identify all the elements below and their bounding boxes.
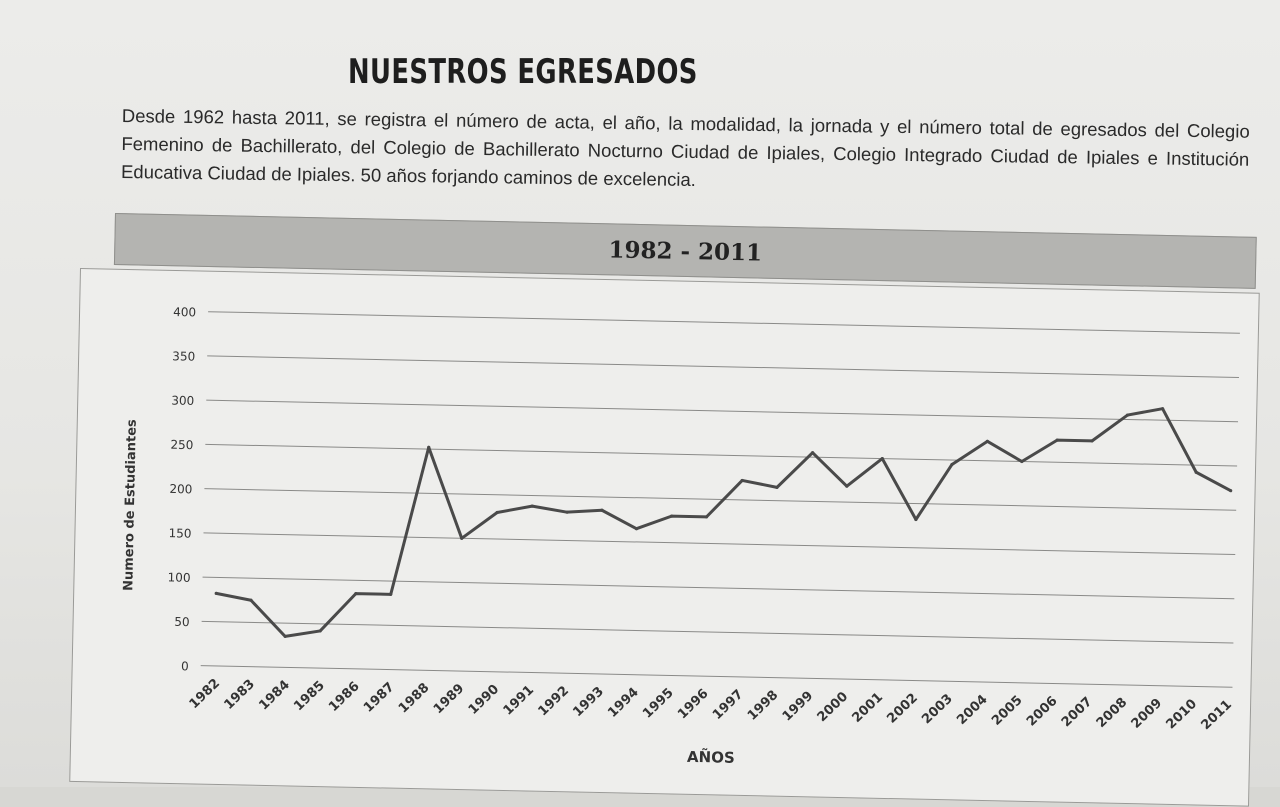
- data-point: [1020, 459, 1024, 464]
- data-point: [985, 439, 989, 443]
- y-tick-label: 50: [174, 615, 190, 629]
- data-point: [810, 451, 815, 455]
- x-axis-label: AÑOS: [687, 747, 735, 767]
- gridline: [206, 399, 1239, 423]
- gridline: [202, 576, 1235, 600]
- x-tick-label: 1992: [536, 683, 573, 719]
- gridline: [203, 532, 1236, 556]
- data-point: [1160, 407, 1165, 411]
- gridline: [207, 355, 1239, 379]
- y-tick-label: 300: [171, 393, 194, 407]
- x-tick-label: 2008: [1094, 695, 1131, 731]
- gridline: [208, 311, 1240, 334]
- x-tick-label: 1986: [326, 679, 363, 715]
- gridline: [200, 665, 1233, 688]
- x-tick-label: 1988: [396, 680, 433, 716]
- page-title: NUESTROS EGRESADOS: [347, 52, 698, 92]
- data-point: [495, 510, 499, 515]
- x-tick-label: 2010: [1164, 697, 1201, 733]
- x-tick-label: 1994: [605, 685, 642, 721]
- x-tick-label: 2004: [954, 692, 991, 728]
- data-point: [283, 634, 287, 639]
- gridline: [201, 620, 1234, 644]
- data-point: [427, 445, 431, 449]
- x-tick-label: 2001: [850, 690, 887, 726]
- x-tick-label: 2007: [1059, 694, 1096, 730]
- data-point: [704, 515, 709, 519]
- data-point: [214, 591, 218, 595]
- x-tick-label: 1990: [466, 682, 503, 718]
- x-tick-label: 1997: [710, 687, 747, 723]
- chart-frame: 0 50 100 150 200 250 300 350 400 1982 1983 1984 1985…: [69, 268, 1260, 807]
- x-tick-label: 1991: [501, 683, 538, 719]
- data-point: [389, 592, 393, 596]
- x-tick-label: 1993: [570, 684, 607, 720]
- data-point: [565, 510, 569, 514]
- x-tick-label: 2009: [1129, 696, 1166, 732]
- data-point: [845, 484, 849, 488]
- data-point: [670, 514, 674, 518]
- gridline: [205, 443, 1238, 467]
- x-tick-label: 1996: [675, 686, 712, 722]
- data-point: [1229, 489, 1233, 493]
- x-tick-label: 2006: [1024, 694, 1061, 730]
- data-point: [950, 462, 954, 467]
- y-axis-label: Numero de Estudiantes: [121, 419, 140, 591]
- x-tick-label: 1989: [431, 681, 468, 717]
- data-point: [460, 536, 464, 540]
- data-point: [249, 598, 253, 602]
- data-point: [775, 485, 779, 489]
- x-tick-label: 1999: [780, 689, 817, 725]
- y-tick-label: 100: [167, 570, 190, 584]
- data-point: [1055, 438, 1059, 442]
- x-tick-label: 2003: [919, 691, 956, 727]
- y-tick-label: 200: [169, 482, 192, 496]
- line-chart: 0 50 100 150 200 250 300 350 400 1982198319841985…: [121, 305, 1240, 767]
- x-tick-label: 1982: [187, 676, 224, 712]
- y-tick-label: 0: [181, 659, 189, 673]
- y-tick-label: 350: [172, 349, 195, 363]
- x-tick-label: 2011: [1198, 697, 1235, 733]
- y-tick-label: 150: [168, 526, 191, 540]
- gridline: [204, 488, 1237, 511]
- x-tick-label: 1987: [361, 680, 398, 716]
- x-tick-label: 1984: [256, 678, 293, 714]
- data-point: [740, 478, 744, 483]
- x-tick-label: 1985: [291, 678, 328, 714]
- data-point: [914, 517, 918, 522]
- y-tick-label: 400: [173, 305, 196, 319]
- data-point: [354, 592, 358, 596]
- data-point: [1194, 470, 1198, 474]
- x-tick-label: 1983: [221, 677, 258, 713]
- x-tick-label: 2000: [815, 689, 852, 725]
- data-point: [600, 508, 604, 512]
- data-point: [634, 527, 639, 531]
- x-tick-label: 2005: [989, 693, 1026, 729]
- data-point: [1125, 413, 1130, 417]
- series-line: [215, 407, 1232, 638]
- x-tick-label: 1995: [640, 686, 677, 722]
- x-tick-label: 1998: [745, 688, 782, 724]
- x-tick-label: 2002: [884, 691, 921, 727]
- y-tick-label: 250: [170, 438, 193, 452]
- intro-paragraph: Desde 1962 hasta 2011, se registra el nú…: [120, 104, 1250, 191]
- data-point: [318, 629, 322, 633]
- data-point: [880, 456, 884, 461]
- data-point: [1090, 439, 1094, 443]
- data-point: [530, 504, 534, 508]
